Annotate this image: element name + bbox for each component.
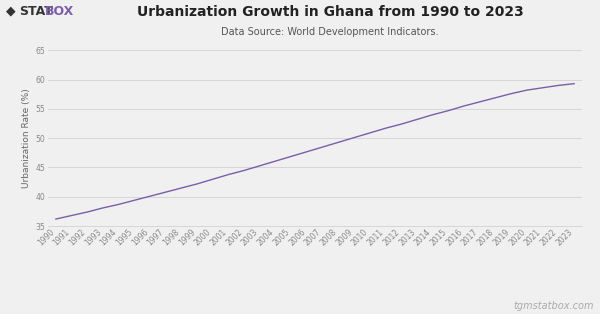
Y-axis label: Urbanization Rate (%): Urbanization Rate (%): [22, 88, 31, 188]
Text: ◆: ◆: [6, 5, 16, 18]
Text: tgmstatbox.com: tgmstatbox.com: [514, 301, 594, 311]
Text: Data Source: World Development Indicators.: Data Source: World Development Indicator…: [221, 27, 439, 37]
Text: BOX: BOX: [45, 5, 74, 18]
Text: STAT: STAT: [19, 5, 53, 18]
Text: Urbanization Growth in Ghana from 1990 to 2023: Urbanization Growth in Ghana from 1990 t…: [137, 5, 523, 19]
